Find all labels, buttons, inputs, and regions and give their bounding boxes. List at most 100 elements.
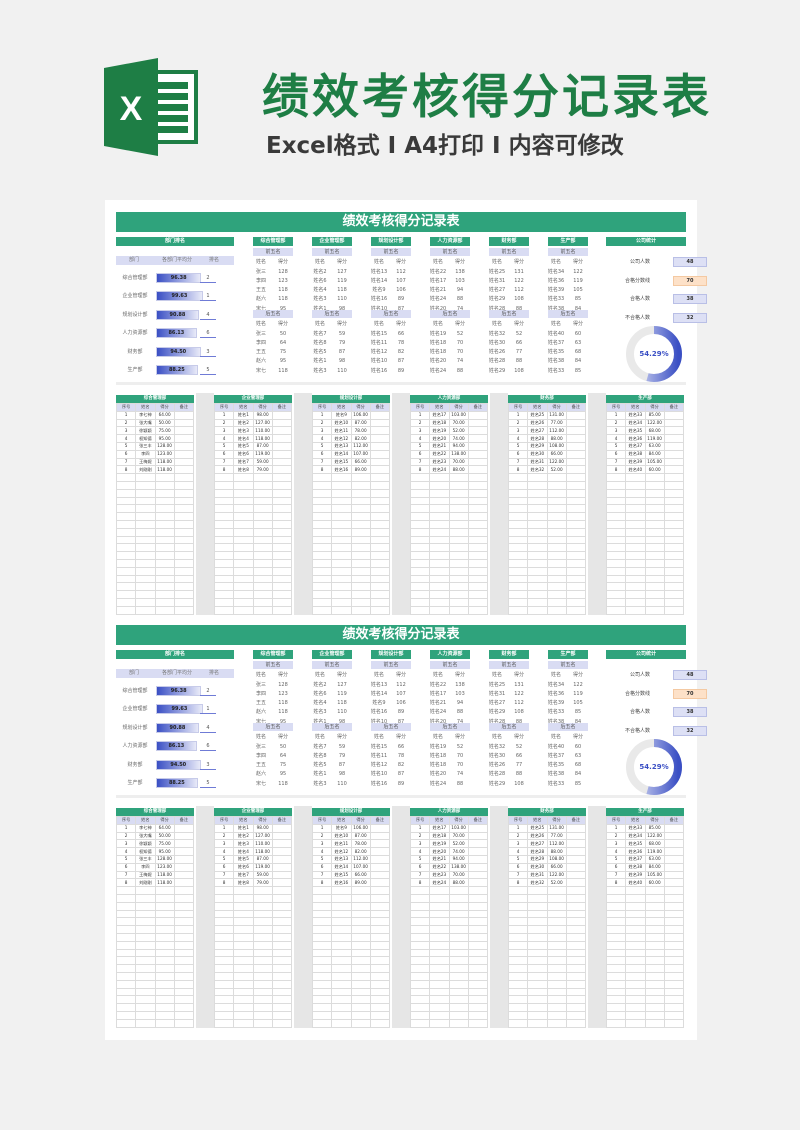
table-cell[interactable] — [527, 488, 548, 498]
table-cell[interactable] — [369, 519, 391, 529]
table-cell[interactable] — [644, 964, 665, 973]
table-cell[interactable] — [331, 932, 352, 942]
table-cell[interactable]: 131.00 — [546, 410, 567, 420]
table-cell[interactable] — [546, 1018, 567, 1028]
table-cell[interactable] — [625, 979, 646, 989]
table-cell[interactable] — [507, 480, 529, 490]
table-cell[interactable]: 6 — [507, 449, 529, 459]
table-cell[interactable]: 4 — [409, 434, 431, 443]
table-cell[interactable] — [311, 527, 333, 537]
table-cell[interactable] — [271, 434, 293, 443]
table-cell[interactable] — [565, 956, 587, 966]
table-cell[interactable] — [213, 956, 235, 966]
table-cell[interactable] — [546, 917, 567, 927]
table-cell[interactable]: 95.00 — [154, 847, 175, 856]
table-cell[interactable] — [565, 488, 587, 498]
table-cell[interactable] — [663, 426, 685, 436]
table-cell[interactable] — [213, 590, 235, 599]
table-cell[interactable] — [331, 480, 352, 490]
table-cell[interactable] — [429, 597, 450, 607]
table-cell[interactable]: 5 — [409, 441, 431, 451]
table-cell[interactable] — [527, 1003, 548, 1012]
table-cell[interactable]: 64.00 — [154, 823, 175, 833]
table-cell[interactable]: 姓名9 — [331, 823, 352, 833]
table-cell[interactable] — [115, 1003, 137, 1012]
table-cell[interactable] — [369, 488, 391, 498]
table-cell[interactable] — [625, 512, 646, 521]
table-cell[interactable] — [154, 535, 175, 545]
table-cell[interactable] — [213, 987, 235, 997]
table-cell[interactable] — [369, 932, 391, 942]
table-cell[interactable] — [252, 504, 273, 514]
table-cell[interactable] — [565, 434, 587, 443]
table-cell[interactable] — [135, 558, 156, 568]
table-cell[interactable] — [663, 449, 685, 459]
table-cell[interactable]: 66.00 — [350, 457, 371, 467]
table-cell[interactable] — [546, 473, 567, 482]
table-cell[interactable]: 5 — [213, 441, 235, 451]
table-cell[interactable]: 姓名39 — [625, 457, 646, 467]
table-cell[interactable] — [625, 901, 646, 911]
table-cell[interactable] — [565, 909, 587, 919]
table-cell[interactable] — [233, 558, 254, 568]
table-cell[interactable] — [213, 574, 235, 584]
table-cell[interactable] — [507, 909, 529, 919]
table-cell[interactable] — [369, 590, 391, 599]
table-cell[interactable] — [429, 940, 450, 950]
table-cell[interactable] — [409, 605, 431, 615]
table-cell[interactable] — [527, 1018, 548, 1028]
table-cell[interactable] — [311, 473, 333, 482]
table-cell[interactable]: 6 — [213, 449, 235, 459]
table-cell[interactable] — [663, 1010, 685, 1020]
table-cell[interactable] — [565, 590, 587, 599]
table-cell[interactable] — [527, 473, 548, 482]
table-cell[interactable] — [135, 901, 156, 911]
table-cell[interactable] — [565, 410, 587, 420]
table-cell[interactable] — [625, 519, 646, 529]
table-cell[interactable]: 姓名18 — [429, 831, 450, 841]
table-cell[interactable] — [565, 839, 587, 849]
table-cell[interactable] — [173, 582, 195, 592]
table-cell[interactable] — [350, 1003, 371, 1012]
table-cell[interactable] — [213, 893, 235, 903]
table-cell[interactable] — [271, 979, 293, 989]
table-cell[interactable] — [429, 543, 450, 553]
table-cell[interactable] — [331, 566, 352, 576]
table-cell[interactable]: 60.00 — [644, 878, 665, 888]
table-cell[interactable]: 3 — [605, 426, 627, 436]
table-cell[interactable] — [409, 995, 431, 1005]
table-cell[interactable] — [173, 551, 195, 560]
table-cell[interactable] — [507, 987, 529, 997]
table-cell[interactable] — [271, 496, 293, 506]
table-cell[interactable]: 姓名37 — [625, 854, 646, 864]
table-cell[interactable] — [565, 449, 587, 459]
table-cell[interactable] — [663, 496, 685, 506]
table-cell[interactable] — [311, 488, 333, 498]
table-cell[interactable] — [115, 932, 137, 942]
table-cell[interactable] — [625, 917, 646, 927]
table-cell[interactable] — [173, 597, 195, 607]
table-cell[interactable] — [625, 527, 646, 537]
table-cell[interactable] — [644, 925, 665, 934]
table-cell[interactable] — [233, 512, 254, 521]
table-cell[interactable] — [252, 925, 273, 934]
table-cell[interactable] — [409, 917, 431, 927]
table-cell[interactable] — [507, 590, 529, 599]
table-cell[interactable] — [173, 1010, 195, 1020]
table-cell[interactable] — [369, 574, 391, 584]
table-cell[interactable]: 4 — [213, 847, 235, 856]
table-cell[interactable]: 3 — [115, 426, 137, 436]
table-cell[interactable] — [154, 543, 175, 553]
table-cell[interactable]: 姓名16 — [331, 465, 352, 475]
table-cell[interactable] — [213, 504, 235, 514]
table-cell[interactable] — [448, 964, 469, 973]
table-cell[interactable] — [625, 488, 646, 498]
table-cell[interactable] — [173, 909, 195, 919]
table-cell[interactable] — [663, 519, 685, 529]
table-cell[interactable]: 52.00 — [546, 465, 567, 475]
table-cell[interactable] — [233, 932, 254, 942]
table-cell[interactable] — [644, 971, 665, 981]
table-cell[interactable] — [467, 956, 489, 966]
table-cell[interactable]: 6 — [409, 449, 431, 459]
table-cell[interactable] — [625, 1003, 646, 1012]
